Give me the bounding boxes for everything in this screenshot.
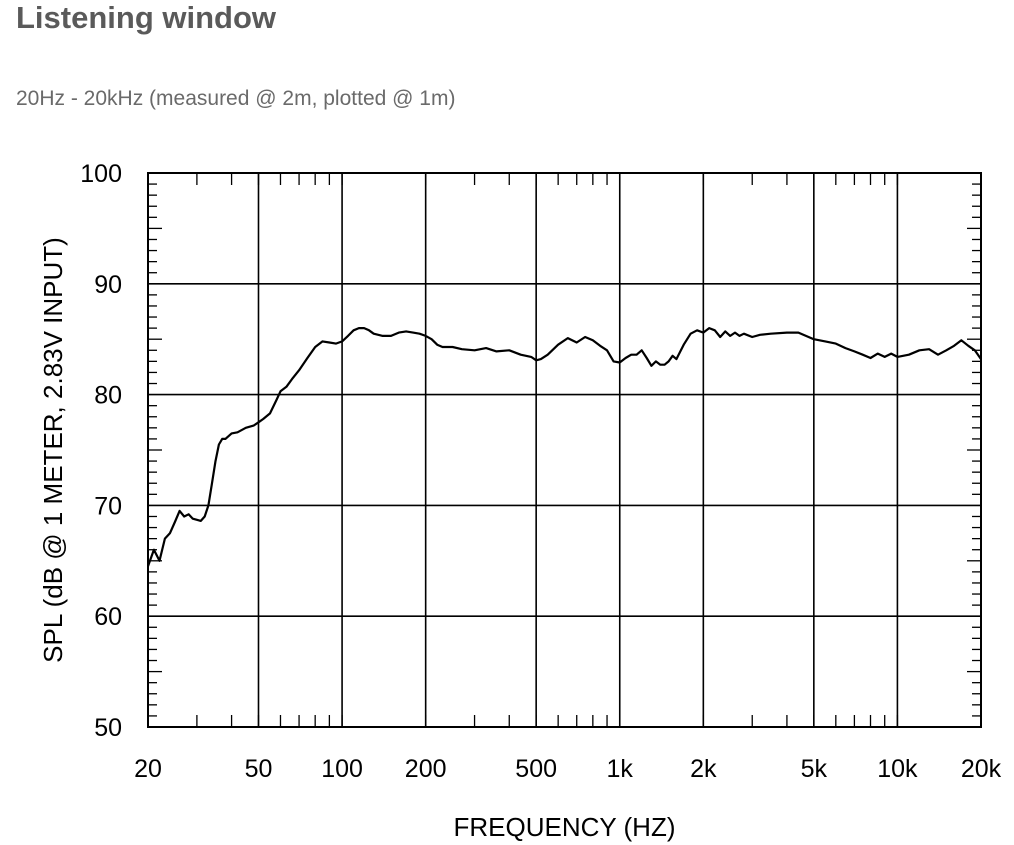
x-tick-labels: 20 50 100 200 500 1k 2k 5k 10k 20k — [134, 755, 1002, 783]
x-tick-label: 5k — [801, 755, 828, 783]
y-tick-label: 90 — [94, 271, 122, 299]
x-tick-label: 1k — [607, 755, 634, 783]
grid-lines — [147, 172, 982, 728]
x-tick-label: 100 — [321, 755, 363, 783]
page-subtitle: 20Hz - 20kHz (measured @ 2m, plotted @ 1… — [16, 87, 456, 110]
y-tick-label: 70 — [94, 492, 122, 520]
x-tick-label: 50 — [245, 755, 273, 783]
minor-ticks — [148, 173, 981, 727]
y-tick-label: 80 — [94, 382, 122, 410]
plot-frame — [147, 172, 982, 728]
x-tick-label: 20k — [961, 755, 1002, 783]
x-tick-label: 2k — [690, 755, 717, 783]
x-tick-label: 200 — [405, 755, 447, 783]
x-axis-title: FREQUENCY (HZ) — [454, 812, 676, 842]
x-tick-label: 20 — [134, 755, 162, 783]
x-tick-label: 500 — [515, 755, 557, 783]
y-tick-label: 50 — [94, 714, 122, 742]
y-tick-label: 60 — [94, 603, 122, 631]
y-tick-labels: 50 60 70 80 90 100 — [80, 160, 122, 742]
page-title: Listening window — [16, 0, 277, 35]
y-axis-title: SPL (dB @ 1 METER, 2.83V INPUT) — [38, 237, 68, 663]
y-tick-label: 100 — [80, 160, 122, 188]
x-tick-label: 10k — [877, 755, 918, 783]
response-curve — [146, 327, 982, 567]
